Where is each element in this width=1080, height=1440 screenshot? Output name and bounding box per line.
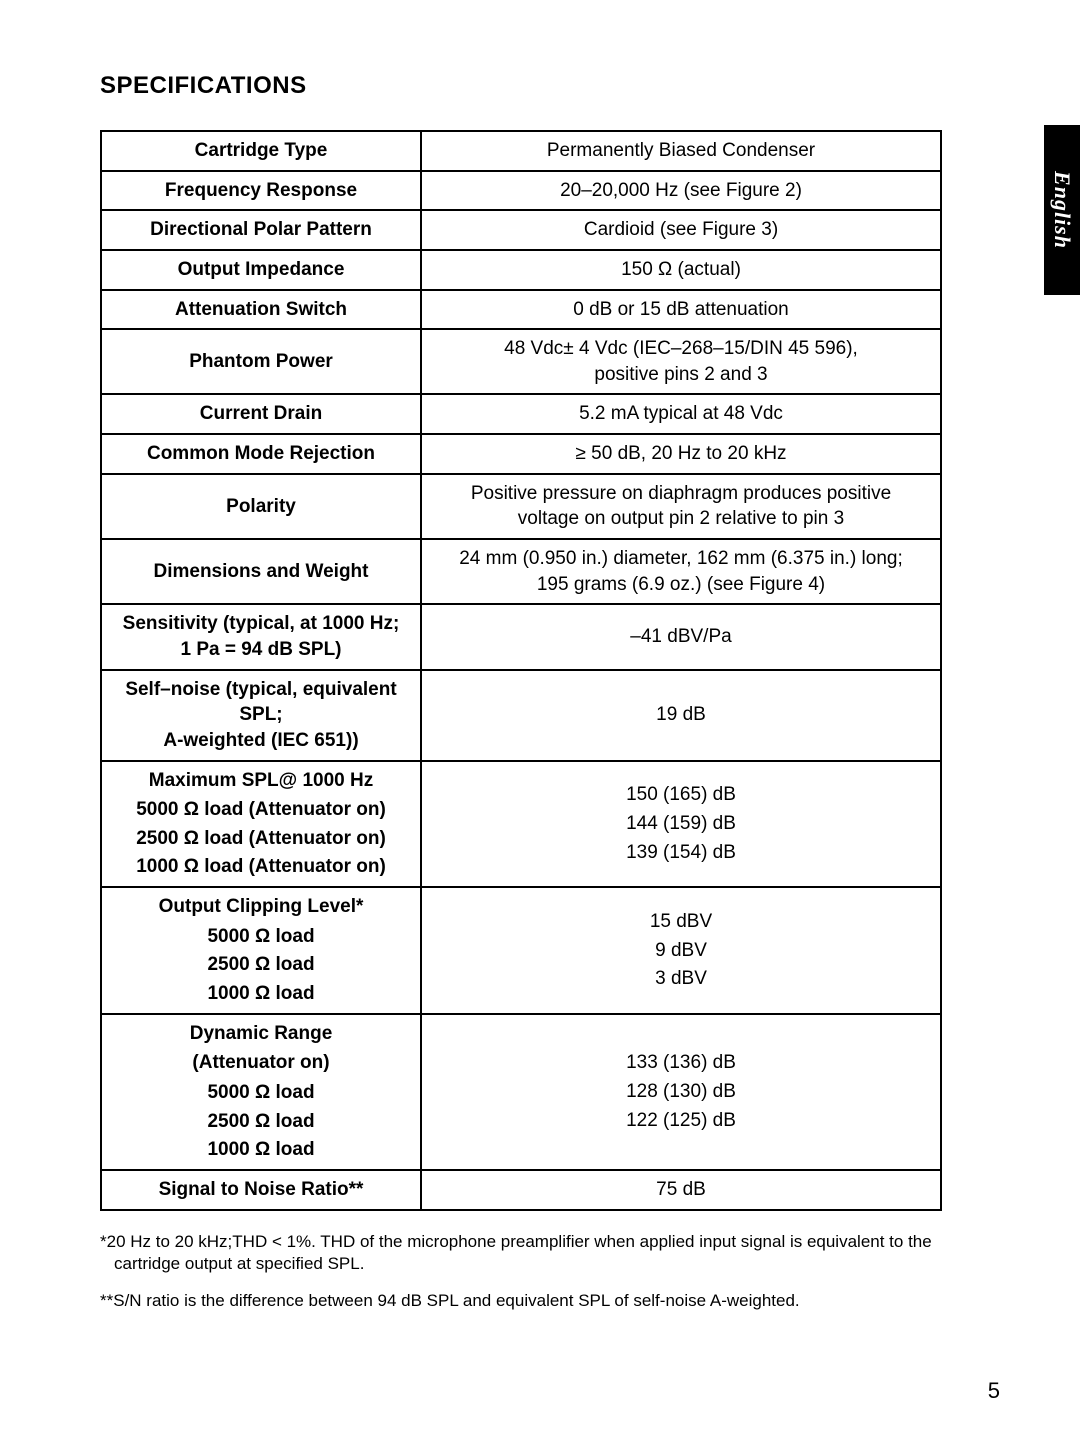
- spec-value: Cardioid (see Figure 3): [421, 210, 941, 250]
- spec-group-value: 15 dBV9 dBV3 dBV: [421, 887, 941, 1014]
- spec-value: 20–20,000 Hz (see Figure 2): [421, 171, 941, 211]
- table-row: Output Clipping Level* 5000 Ω load2500 Ω …: [101, 887, 941, 1014]
- spec-group-subitem: 5000 Ω load (Attenuator on): [112, 797, 410, 823]
- spec-label: Current Drain: [101, 394, 421, 434]
- spec-group-subitem: 5000 Ω load: [112, 1080, 410, 1106]
- table-row: Maximum SPL@ 1000 Hz 5000 Ω load (Attenua…: [101, 761, 941, 888]
- table-row: Directional Polar PatternCardioid (see F…: [101, 210, 941, 250]
- spec-label: Sensitivity (typical, at 1000 Hz;1 Pa = …: [101, 604, 421, 669]
- specifications-table: Cartridge TypePermanently Biased Condens…: [100, 130, 942, 1211]
- spec-value: 19 dB: [421, 670, 941, 761]
- spec-label: Output Impedance: [101, 250, 421, 290]
- spec-group-label: Maximum SPL@ 1000 Hz 5000 Ω load (Attenua…: [101, 761, 421, 888]
- spec-label: Frequency Response: [101, 171, 421, 211]
- table-row: Cartridge TypePermanently Biased Condens…: [101, 131, 941, 171]
- table-row: Attenuation Switch0 dB or 15 dB attenuat…: [101, 290, 941, 330]
- spec-group-subitem: 1000 Ω load (Attenuator on): [112, 854, 410, 880]
- spec-group-subitem: 1000 Ω load: [112, 981, 410, 1007]
- table-row: PolarityPositive pressure on diaphragm p…: [101, 474, 941, 539]
- spec-value: Positive pressure on diaphragm produces …: [421, 474, 941, 539]
- spec-group-subitem: 2500 Ω load (Attenuator on): [112, 826, 410, 852]
- spec-group-value: 150 (165) dB144 (159) dB139 (154) dB: [421, 761, 941, 888]
- spec-label: Attenuation Switch: [101, 290, 421, 330]
- spec-value: 5.2 mA typical at 48 Vdc: [421, 394, 941, 434]
- spec-value: 24 mm (0.950 in.) diameter, 162 mm (6.37…: [421, 539, 941, 604]
- spec-group-subitem: 1000 Ω load: [112, 1137, 410, 1163]
- table-row: Phantom Power48 Vdc± 4 Vdc (IEC–268–15/D…: [101, 329, 941, 394]
- table-row: Common Mode Rejection≥ 50 dB, 20 Hz to 2…: [101, 434, 941, 474]
- page-number: 5: [988, 1378, 1000, 1404]
- spec-label: Signal to Noise Ratio**: [101, 1170, 421, 1210]
- spec-group-label: Output Clipping Level* 5000 Ω load2500 Ω …: [101, 887, 421, 1014]
- spec-group-header: Output Clipping Level*: [112, 894, 410, 920]
- spec-group-header: Dynamic Range: [112, 1021, 410, 1047]
- footnote: **S/N ratio is the difference between 94…: [100, 1290, 940, 1313]
- footnote: *20 Hz to 20 kHz;THD < 1%. THD of the mi…: [100, 1231, 940, 1277]
- spec-group-header: Maximum SPL@ 1000 Hz: [112, 768, 410, 794]
- spec-value: ≥ 50 dB, 20 Hz to 20 kHz: [421, 434, 941, 474]
- language-tab-label: English: [1049, 171, 1075, 249]
- spec-value: Permanently Biased Condenser: [421, 131, 941, 171]
- spec-value: 75 dB: [421, 1170, 941, 1210]
- spec-group-subitem: 2500 Ω load: [112, 1109, 410, 1135]
- table-row: Current Drain5.2 mA typical at 48 Vdc: [101, 394, 941, 434]
- spec-group-subitem: 5000 Ω load: [112, 924, 410, 950]
- spec-value: 48 Vdc± 4 Vdc (IEC–268–15/DIN 45 596),po…: [421, 329, 941, 394]
- table-row: Frequency Response20–20,000 Hz (see Figu…: [101, 171, 941, 211]
- spec-label: Cartridge Type: [101, 131, 421, 171]
- table-row: Signal to Noise Ratio**75 dB: [101, 1170, 941, 1210]
- spec-value: 150 Ω (actual): [421, 250, 941, 290]
- table-row: Dimensions and Weight24 mm (0.950 in.) d…: [101, 539, 941, 604]
- table-row: Sensitivity (typical, at 1000 Hz;1 Pa = …: [101, 604, 941, 669]
- spec-group-subitem: 2500 Ω load: [112, 952, 410, 978]
- spec-group-label: Dynamic Range (Attenuator on) 5000 Ω load 2…: [101, 1014, 421, 1170]
- spec-value: 0 dB or 15 dB attenuation: [421, 290, 941, 330]
- spec-label: Phantom Power: [101, 329, 421, 394]
- language-tab: English: [1044, 125, 1080, 295]
- spec-group-header: (Attenuator on): [112, 1050, 410, 1076]
- spec-group-value: 133 (136) dB128 (130) dB122 (125) dB: [421, 1014, 941, 1170]
- spec-label: Directional Polar Pattern: [101, 210, 421, 250]
- section-heading: SPECIFICATIONS: [100, 72, 1000, 100]
- spec-label: Common Mode Rejection: [101, 434, 421, 474]
- spec-label: Polarity: [101, 474, 421, 539]
- footnotes: *20 Hz to 20 kHz;THD < 1%. THD of the mi…: [100, 1231, 940, 1314]
- spec-value: –41 dBV/Pa: [421, 604, 941, 669]
- spec-label: Self–noise (typical, equivalent SPL;A-we…: [101, 670, 421, 761]
- table-row: Output Impedance150 Ω (actual): [101, 250, 941, 290]
- spec-label: Dimensions and Weight: [101, 539, 421, 604]
- table-row: Self–noise (typical, equivalent SPL;A-we…: [101, 670, 941, 761]
- table-row: Dynamic Range (Attenuator on) 5000 Ω load 2…: [101, 1014, 941, 1170]
